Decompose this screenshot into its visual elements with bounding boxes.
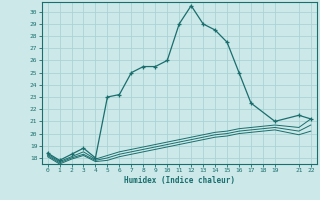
X-axis label: Humidex (Indice chaleur): Humidex (Indice chaleur) [124,176,235,185]
